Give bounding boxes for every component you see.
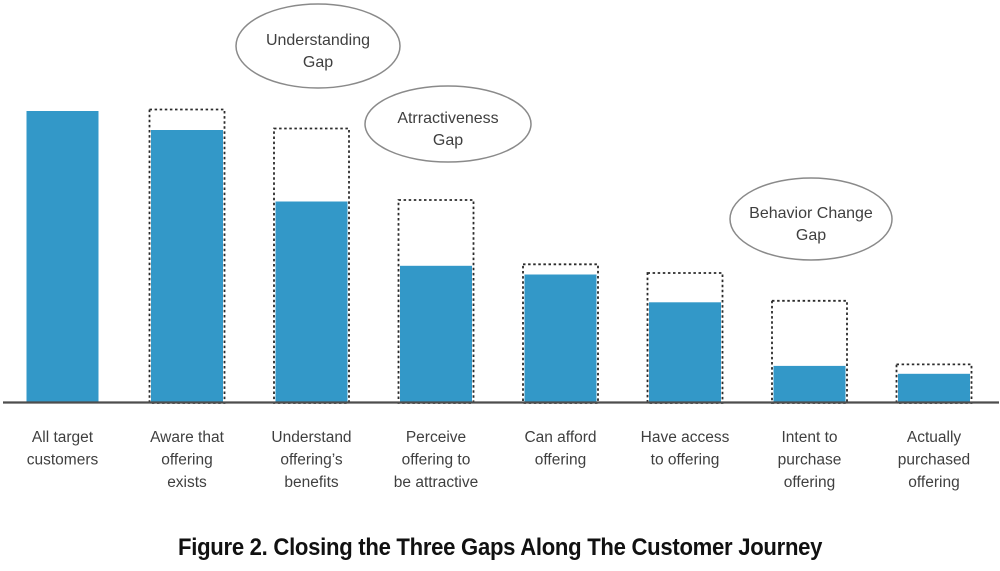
bar-outline (273, 127, 350, 404)
bar-fill (400, 265, 472, 403)
bar-fill (26, 111, 99, 403)
gap-ellipse (364, 85, 532, 163)
axis-label: Intent to purchase offering (778, 429, 842, 491)
axis-label: Actually purchased offering (898, 429, 970, 491)
figure-title: Figure 2. Closing the Three Gaps Along T… (177, 534, 823, 561)
bar-fill (898, 373, 970, 403)
axis-label: Understand offering’s benefits (271, 429, 351, 491)
bar-fill (524, 274, 597, 403)
bar-fill (649, 302, 721, 403)
gap-ellipse (729, 177, 893, 261)
axis-label: Perceive offering to be attractive (394, 429, 478, 491)
axis-label: Can afford offering (524, 429, 596, 469)
axis-label: Aware that offering exists (150, 429, 225, 491)
axis-label: Have access to offering (641, 429, 730, 469)
gap-ellipse (235, 3, 401, 89)
bar-fill (275, 201, 348, 403)
gap-label: Behavior Change Gap (749, 205, 873, 244)
gap-label: Understanding Gap (266, 32, 370, 71)
bar-outline (895, 363, 973, 404)
bar-outline (148, 108, 226, 404)
bar-outline (397, 199, 475, 404)
funnel-chart: All target customers Aware that offering exi… (3, 3, 999, 491)
bar-outline (646, 272, 724, 404)
bar-fill (151, 130, 223, 403)
axis-label: All target customers (27, 429, 99, 469)
bar-fill (773, 365, 846, 403)
figure-caption-row: Figure 2. Closing the Three Gaps Along T… (0, 534, 1000, 562)
gap-label: Atrractiveness Gap (397, 110, 498, 149)
